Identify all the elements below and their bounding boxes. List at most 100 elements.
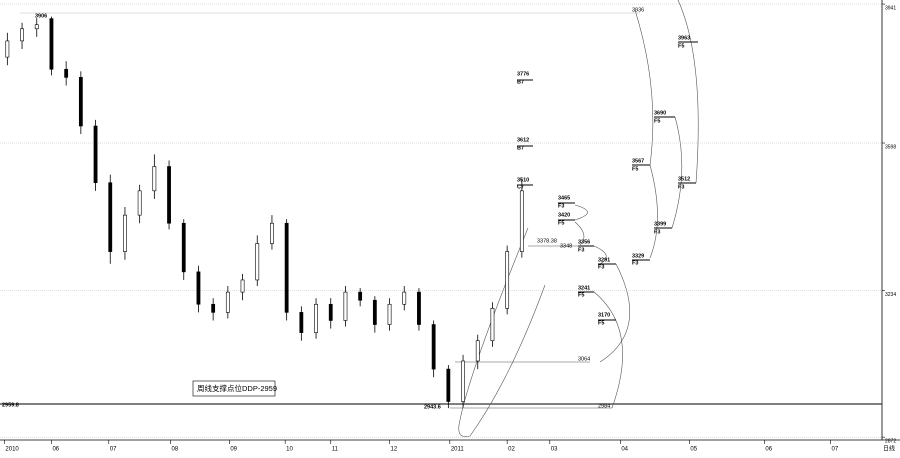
candle-body <box>5 40 10 58</box>
candle-body <box>417 291 421 325</box>
annotation: B7 <box>517 79 524 85</box>
annotation: F5 <box>632 166 638 172</box>
note: 周线支撑点位DDP-2959 <box>197 383 277 393</box>
candle-body <box>431 324 436 370</box>
annotation: F5 <box>678 43 684 49</box>
candle-body <box>270 222 274 244</box>
period-label: 日线 <box>883 445 895 453</box>
annotation: 3420 <box>558 212 570 218</box>
annotation: 3936 <box>632 7 644 13</box>
candle-body <box>211 303 216 313</box>
x-tick-label: 05 <box>690 447 697 453</box>
annotation: F3 <box>678 184 684 190</box>
note-box <box>192 380 276 397</box>
x-tick-label: 04 <box>621 447 628 453</box>
x-tick-label: 07 <box>110 447 117 453</box>
candle-body <box>137 190 142 216</box>
annotation: 3776 <box>517 71 529 77</box>
candle-body <box>123 214 127 252</box>
candle-body <box>152 166 157 192</box>
candle-body <box>181 222 186 273</box>
candle-body <box>461 360 465 402</box>
candle-body <box>20 28 24 42</box>
candle-body <box>475 340 480 362</box>
x-tick-label: 06 <box>765 447 772 453</box>
candle-body <box>255 243 260 281</box>
annotation: 2959.8 <box>2 402 19 408</box>
annotation: 3906 <box>35 13 47 19</box>
annotation: 3567 <box>632 158 644 164</box>
y-tick-label: 3598 <box>885 144 896 150</box>
annotations: 3906 3936 3963 F5 3776 B7 3690 F5 3612 B… <box>2 7 690 410</box>
candle-body <box>167 166 171 224</box>
x-tick-label: 2011 <box>451 447 465 453</box>
candle-body <box>49 18 54 70</box>
candle-body <box>240 279 245 293</box>
annotation: C7 <box>517 184 524 190</box>
annotation: 3170 <box>598 312 610 318</box>
candle-body <box>328 303 333 321</box>
annotation: F5 <box>578 292 584 298</box>
x-tick-label: 11 <box>332 447 339 453</box>
candle-body <box>196 271 201 305</box>
y-tick-label: 2872 <box>885 438 896 444</box>
annotation: F5 <box>654 118 660 124</box>
annotation: 3064 <box>578 356 590 362</box>
annotation: 3291 <box>598 257 610 263</box>
x-tick-label: 2010 <box>5 447 19 453</box>
annotation: B7 <box>517 145 524 151</box>
x-tick-label: 09 <box>230 447 237 453</box>
x-tick-label: 06 <box>52 447 59 453</box>
annotation: 2984 <box>598 403 610 409</box>
annotation: 3348 <box>560 243 572 249</box>
candle-body <box>93 125 98 184</box>
candle-body <box>343 291 348 321</box>
x-tick-label: 12 <box>391 447 398 453</box>
annotation: 3329 <box>632 253 644 259</box>
candle-body <box>446 368 451 402</box>
annotation: 3399 <box>654 221 666 227</box>
annotation: 3356 <box>578 239 590 245</box>
candle-body <box>358 291 363 301</box>
candle-body <box>108 182 113 252</box>
candle-body <box>372 299 377 325</box>
x-tick-label: 08 <box>172 447 179 453</box>
candle-body <box>64 68 69 78</box>
x-tick-label: 02 <box>508 447 515 453</box>
y-tick-label: 3941 <box>885 5 896 11</box>
candle-body <box>314 303 318 333</box>
candle-body <box>299 312 304 333</box>
candle-body <box>225 291 230 313</box>
candle-body <box>284 222 289 313</box>
annotation: F3 <box>632 260 638 266</box>
annotation: F5 <box>558 220 564 226</box>
annotation: 3510 <box>517 177 529 183</box>
annotation: 3512 <box>678 176 690 182</box>
candle-body <box>505 251 510 309</box>
x-tick-label: 10 <box>286 447 293 453</box>
candle-body <box>490 308 495 342</box>
annotation: 3465 <box>558 195 570 201</box>
candle-body <box>34 24 39 30</box>
x-tick-label: 03 <box>551 447 558 453</box>
annotation: 3612 <box>517 137 529 143</box>
candle-body <box>78 77 83 127</box>
fib-brackets <box>458 0 699 437</box>
y-tick-label: 3234 <box>885 292 896 298</box>
annotation: F3 <box>578 247 584 253</box>
x-tick-label: 07 <box>832 447 839 453</box>
annotation: 3378.38 <box>537 238 557 244</box>
annotation: F3 <box>558 203 564 209</box>
annotation: F5 <box>598 320 604 326</box>
annotation: F3 <box>598 264 604 270</box>
candle-body <box>519 190 524 252</box>
candle-body <box>387 303 392 325</box>
annotation: F3 <box>654 229 660 235</box>
candle-body <box>402 291 407 305</box>
annotation: 3241 <box>578 285 590 291</box>
level-ticks <box>517 41 698 321</box>
annotation: 3963 <box>678 35 690 41</box>
annotation: 2943.6 <box>424 404 441 410</box>
annotation: 3690 <box>654 110 666 116</box>
